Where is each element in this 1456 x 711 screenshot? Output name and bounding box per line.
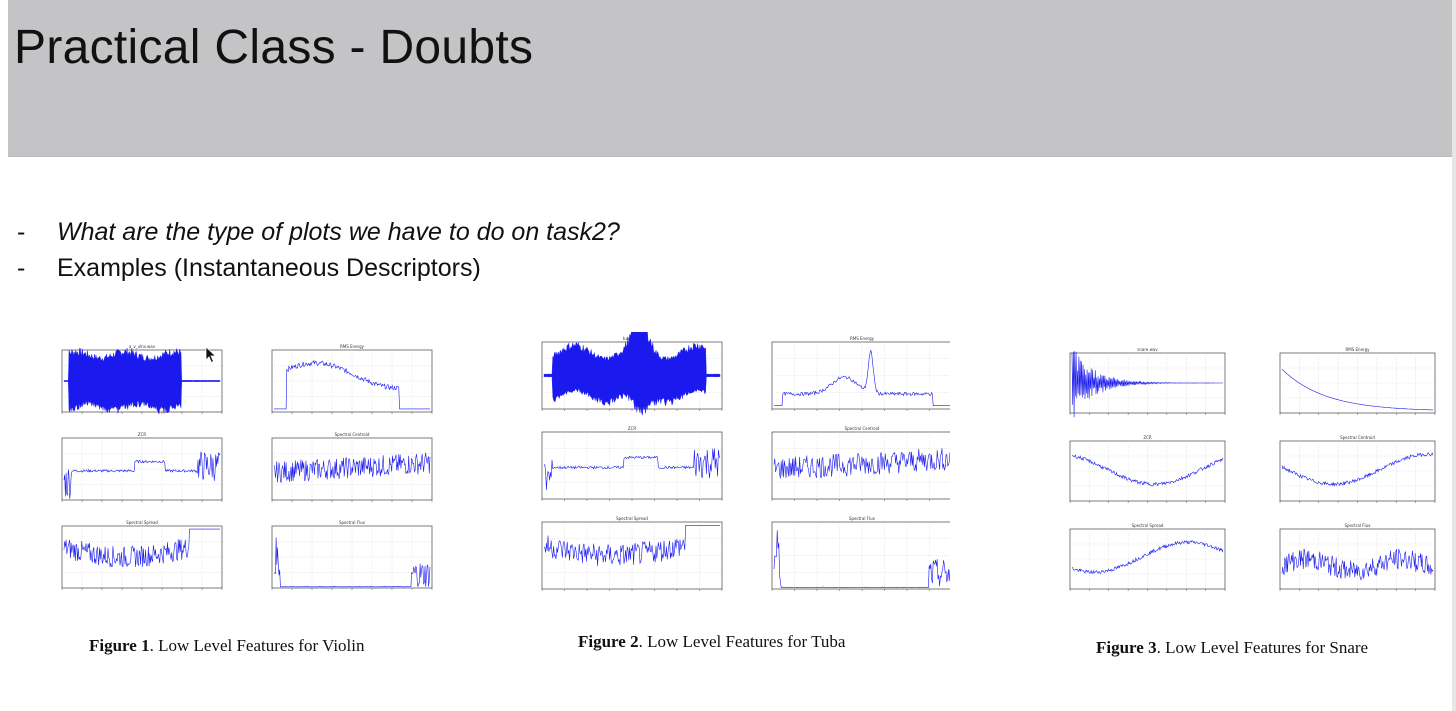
plot-panel: ZCR: [1069, 435, 1226, 503]
plot-title: Spectral Centroid: [845, 426, 880, 431]
window-edge: [1452, 0, 1456, 711]
plot-panel: Spectral Spread: [541, 516, 723, 591]
plot-title: Spectral Flux: [1344, 523, 1371, 528]
plot-title: Spectral Spread: [616, 516, 648, 521]
figure-snare: snare.wav RMS Energy ZCR Spectral Centroid S…: [1060, 343, 1445, 605]
figure-caption: Figure 1. Low Level Features for Violin: [89, 636, 365, 656]
plot-title: Spectral Flux: [339, 520, 366, 525]
plot-title: snare.wav: [1137, 347, 1158, 352]
caption-text: . Low Level Features for Snare: [1156, 638, 1369, 657]
plot-series: [543, 525, 720, 566]
plot-panel: Spectral Flux: [271, 520, 433, 590]
plot-series: [63, 451, 221, 499]
mouse-cursor-icon: [205, 346, 217, 364]
plot-series: [543, 448, 721, 491]
plot-series: [773, 530, 950, 589]
plot-panel: Spectral Spread: [61, 520, 223, 590]
bullet-marker: -: [17, 218, 26, 246]
figure-label: Figure 2: [578, 632, 639, 651]
plot-series: [1071, 454, 1224, 487]
plot-title: a_v_vlnv.wav: [129, 344, 156, 349]
plot-series: [1281, 548, 1434, 581]
plot-panel: tuba.wav: [541, 332, 723, 416]
bullet-marker: -: [17, 254, 26, 282]
plot-title: Spectral Flux: [849, 516, 876, 521]
plot-panel: Spectral Flux: [1279, 523, 1436, 591]
plot-series: [774, 349, 950, 406]
plot-title: RMS Energy: [1345, 347, 1370, 352]
plot-waveform: [543, 332, 721, 416]
figure-violin: a_v_vlnv.wav RMS Energy ZCR Spectral Centro…: [52, 343, 437, 603]
figure-plots: tuba.wav RMS Energy ZCR Spectral Centroid Sp…: [541, 332, 950, 591]
plot-panel: ZCR: [541, 426, 723, 501]
plot-title: RMS Energy: [850, 336, 875, 341]
caption-text: . Low Level Features for Tuba: [638, 632, 846, 651]
plot-series: [1281, 368, 1433, 411]
plot-panel: a_v_vlnv.wav: [61, 344, 223, 415]
caption-text: . Low Level Features for Violin: [149, 636, 365, 655]
plot-title: Spectral Centroid: [335, 432, 370, 437]
plot-series: [273, 452, 431, 484]
bullet-text: What are the type of plots we have to do…: [57, 218, 620, 246]
slide-title: Practical Class - Doubts: [14, 21, 534, 74]
bullet-text: Examples (Instantaneous Descriptors): [57, 254, 481, 282]
plot-series: [773, 448, 950, 479]
plot-panel: RMS Energy: [1279, 347, 1436, 415]
plot-series: [273, 537, 431, 588]
plot-title: ZCR: [1143, 435, 1152, 440]
plot-panel: RMS Energy: [771, 336, 950, 411]
plot-panel: ZCR: [61, 432, 223, 502]
plot-waveform: [63, 347, 221, 415]
plot-title: Spectral Spread: [126, 520, 158, 525]
plot-panel: RMS Energy: [271, 344, 433, 414]
plot-panel: Spectral Centroid: [771, 426, 950, 501]
figure-caption: Figure 3. Low Level Features for Snare: [1096, 638, 1368, 658]
plot-panel: snare.wav: [1069, 347, 1226, 418]
plot-series: [1072, 540, 1224, 575]
plot-title: Spectral Spread: [1132, 523, 1164, 528]
figure-plots: snare.wav RMS Energy ZCR Spectral Centroid S…: [1069, 347, 1436, 591]
figure-label: Figure 3: [1096, 638, 1157, 657]
plot-panel: Spectral Flux: [771, 516, 950, 591]
plot-title: ZCR: [138, 432, 147, 437]
figure-label: Figure 1: [89, 636, 150, 655]
plot-waveform: [1071, 351, 1223, 418]
plot-title: ZCR: [628, 426, 637, 431]
plot-series: [274, 359, 430, 410]
plot-title: RMS Energy: [340, 344, 365, 349]
figure-caption: Figure 2. Low Level Features for Tuba: [578, 632, 845, 652]
figure-plots: a_v_vlnv.wav RMS Energy ZCR Spectral Centro…: [61, 344, 433, 590]
figure-tuba: tuba.wav RMS Energy ZCR Spectral Centroid Sp…: [530, 332, 950, 597]
title-bar: Practical Class - Doubts: [8, 0, 1456, 157]
plot-series: [63, 528, 220, 568]
plot-panel: Spectral Centroid: [271, 432, 433, 502]
plot-series: [1281, 452, 1434, 487]
plot-panel: Spectral Spread: [1069, 523, 1226, 591]
plot-title: Spectral Centroid: [1340, 435, 1375, 440]
plot-panel: Spectral Centroid: [1279, 435, 1436, 503]
